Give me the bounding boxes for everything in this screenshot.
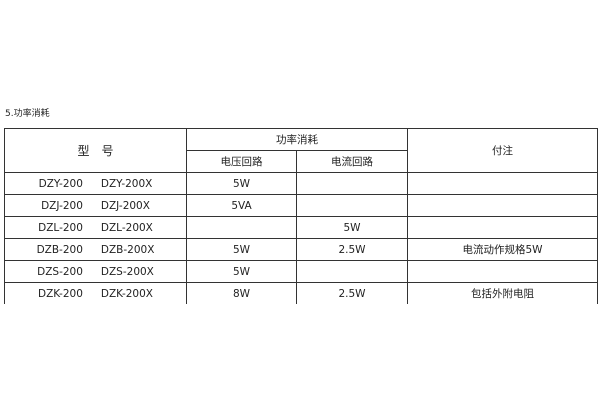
cell-model: DZK-200 DZK-200X — [4, 282, 187, 304]
table-row: DZJ-200 DZJ-200X 5VA — [4, 194, 598, 217]
model-b: DZB-200X — [100, 243, 155, 256]
model-a: DZK-200 — [38, 287, 83, 300]
table-row: DZL-200 DZL-200X 5W — [4, 216, 598, 239]
cell-note — [407, 194, 598, 217]
model-a: DZL-200 — [38, 221, 83, 234]
cell-current: 2.5W — [296, 282, 408, 304]
header-voltage-circuit: 电压回路 — [186, 150, 297, 173]
model-b: DZS-200X — [100, 265, 154, 278]
cell-note: 电流动作规格5W — [407, 238, 598, 261]
model-a: DZS-200 — [37, 265, 83, 278]
cell-current: 5W — [296, 216, 408, 239]
header-model: 型 号 — [4, 128, 187, 173]
model-a: DZJ-200 — [41, 199, 83, 212]
model-b: DZY-200X — [100, 177, 153, 190]
model-b: DZK-200X — [100, 287, 153, 300]
cell-model: DZB-200 DZB-200X — [4, 238, 187, 261]
cell-voltage: 5VA — [186, 194, 297, 217]
cell-note — [407, 260, 598, 283]
section-title: 5.功率消耗 — [5, 109, 50, 119]
cell-voltage: 5W — [186, 238, 297, 261]
model-b: DZL-200X — [100, 221, 153, 234]
table-row: DZK-200 DZK-200X 8W 2.5W 包括外附电阻 — [4, 282, 598, 304]
cell-voltage — [186, 216, 297, 239]
header-power: 功率消耗 — [186, 128, 408, 151]
cell-current — [296, 172, 408, 195]
table-row: DZB-200 DZB-200X 5W 2.5W 电流动作规格5W — [4, 238, 598, 261]
cell-model: DZJ-200 DZJ-200X — [4, 194, 187, 217]
cell-voltage: 5W — [186, 260, 297, 283]
header-current-circuit: 电流回路 — [296, 150, 408, 173]
cell-voltage: 8W — [186, 282, 297, 304]
power-consumption-table: 型 号 功率消耗 付注 电压回路 电流回路 DZY-200 DZY-200X 5W D… — [4, 128, 598, 304]
table-row: DZY-200 DZY-200X 5W — [4, 172, 598, 195]
model-a: DZY-200 — [38, 177, 83, 190]
model-b: DZJ-200X — [100, 199, 150, 212]
cell-current: 2.5W — [296, 238, 408, 261]
cell-current — [296, 194, 408, 217]
cell-current — [296, 260, 408, 283]
table-row: DZS-200 DZS-200X 5W — [4, 260, 598, 283]
cell-note — [407, 172, 598, 195]
model-a: DZB-200 — [36, 243, 83, 256]
cell-model: DZS-200 DZS-200X — [4, 260, 187, 283]
cell-note: 包括外附电阻 — [407, 282, 598, 304]
cell-note — [407, 216, 598, 239]
cell-voltage: 5W — [186, 172, 297, 195]
cell-model: DZY-200 DZY-200X — [4, 172, 187, 195]
cell-model: DZL-200 DZL-200X — [4, 216, 187, 239]
header-note: 付注 — [407, 128, 598, 173]
